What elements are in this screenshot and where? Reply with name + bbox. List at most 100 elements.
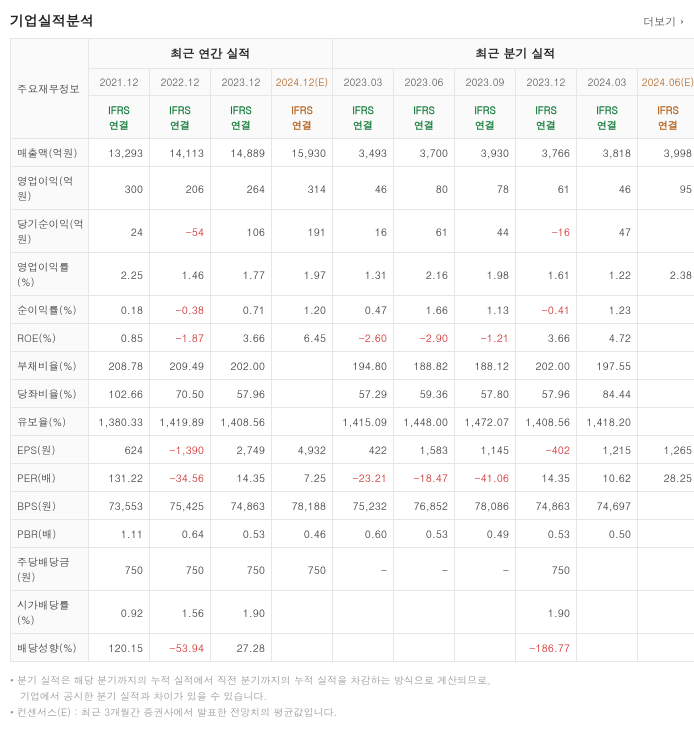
data-cell: [638, 296, 694, 324]
period-header: 2023.12: [516, 69, 577, 96]
period-header: 2022.12: [150, 69, 211, 96]
metric-label: 영업이익률(%): [11, 253, 89, 296]
data-cell: 78,188: [272, 492, 333, 520]
more-link[interactable]: 더보기: [643, 15, 684, 30]
data-cell: [272, 408, 333, 436]
data-cell: [638, 591, 694, 634]
data-cell: 1.90: [211, 591, 272, 634]
table-row: 주당배당금(원)750750750750---750: [11, 548, 694, 591]
note-line: 분기 실적은 해당 분기까지의 누적 실적에서 직전 분기까지의 누적 실적을 …: [10, 672, 684, 688]
data-cell: 0.46: [272, 520, 333, 548]
data-cell: 131.22: [89, 464, 150, 492]
data-cell: 1,215: [577, 436, 638, 464]
data-cell: 0.18: [89, 296, 150, 324]
period-header: 2023.09: [455, 69, 516, 96]
data-cell: 1.11: [89, 520, 150, 548]
period-header: 2023.03: [333, 69, 394, 96]
data-cell: 80: [394, 167, 455, 210]
data-cell: 0.53: [394, 520, 455, 548]
data-cell: 206: [150, 167, 211, 210]
data-cell: 750: [150, 548, 211, 591]
table-row: 매출액(억원)13,29314,11314,88915,9303,4933,70…: [11, 139, 694, 167]
table-row: 순이익률(%)0.18-0.380.711.200.471.661.13-0.4…: [11, 296, 694, 324]
data-cell: [272, 352, 333, 380]
row-label-header: 주요재무정보: [11, 39, 89, 139]
data-cell: 10.62: [577, 464, 638, 492]
data-cell: 0.71: [211, 296, 272, 324]
data-cell: 1.90: [516, 591, 577, 634]
data-cell: -0.41: [516, 296, 577, 324]
period-header: 2024.12(E): [272, 69, 333, 96]
data-cell: -23.21: [333, 464, 394, 492]
data-cell: 1.66: [394, 296, 455, 324]
data-cell: [455, 591, 516, 634]
ifrs-label: IFRS연결: [413, 103, 435, 132]
data-cell: 202.00: [211, 352, 272, 380]
data-cell: -1.21: [455, 324, 516, 352]
data-cell: 3,766: [516, 139, 577, 167]
data-cell: -16: [516, 210, 577, 253]
data-cell: 84.44: [577, 380, 638, 408]
table-row: ROE(%)0.85-1.873.666.45-2.60-2.90-1.213.…: [11, 324, 694, 352]
data-cell: 1,472.07: [455, 408, 516, 436]
ifrs-label: IFRS연결: [352, 103, 374, 132]
data-cell: 3,818: [577, 139, 638, 167]
data-cell: [638, 492, 694, 520]
data-cell: 57.96: [211, 380, 272, 408]
period-header: 2021.12: [89, 69, 150, 96]
period-header: 2023.12: [211, 69, 272, 96]
metric-label: 당기순이익(억원): [11, 210, 89, 253]
data-cell: 1.46: [150, 253, 211, 296]
metric-label: 부채비율(%): [11, 352, 89, 380]
metric-label: EPS(원): [11, 436, 89, 464]
data-cell: [272, 380, 333, 408]
data-cell: 0.49: [455, 520, 516, 548]
data-cell: 44: [455, 210, 516, 253]
data-cell: [638, 548, 694, 591]
data-cell: 3.66: [516, 324, 577, 352]
data-cell: 1,448.00: [394, 408, 455, 436]
period-header: 2024.06(E): [638, 69, 694, 96]
data-cell: -: [333, 548, 394, 591]
data-cell: -2.90: [394, 324, 455, 352]
data-cell: 78: [455, 167, 516, 210]
data-cell: 624: [89, 436, 150, 464]
data-cell: 1.98: [455, 253, 516, 296]
data-cell: 106: [211, 210, 272, 253]
data-cell: -34.56: [150, 464, 211, 492]
data-cell: -: [455, 548, 516, 591]
metric-label: 시가배당률(%): [11, 591, 89, 634]
data-cell: [638, 408, 694, 436]
data-cell: 3,930: [455, 139, 516, 167]
data-cell: 0.60: [333, 520, 394, 548]
data-cell: 314: [272, 167, 333, 210]
data-cell: 13,293: [89, 139, 150, 167]
data-cell: [577, 591, 638, 634]
data-cell: 1,583: [394, 436, 455, 464]
data-cell: 24: [89, 210, 150, 253]
data-cell: [638, 380, 694, 408]
data-cell: 209.49: [150, 352, 211, 380]
data-cell: 1,408.56: [211, 408, 272, 436]
data-cell: 7.25: [272, 464, 333, 492]
data-cell: 1,265: [638, 436, 694, 464]
data-cell: 4.72: [577, 324, 638, 352]
table-row: EPS(원)624-1,3902,7494,9324221,5831,145-4…: [11, 436, 694, 464]
data-cell: 2,749: [211, 436, 272, 464]
data-cell: 61: [394, 210, 455, 253]
data-cell: 14.35: [211, 464, 272, 492]
data-cell: 422: [333, 436, 394, 464]
data-cell: 1,415.09: [333, 408, 394, 436]
data-cell: [638, 520, 694, 548]
data-cell: 14,889: [211, 139, 272, 167]
data-cell: 202.00: [516, 352, 577, 380]
data-cell: 4,932: [272, 436, 333, 464]
data-cell: 2.16: [394, 253, 455, 296]
note-line: 기업에서 공시한 분기 실적과 차이가 있을 수 있습니다.: [10, 688, 684, 704]
data-cell: [638, 324, 694, 352]
data-cell: -41.06: [455, 464, 516, 492]
data-cell: -402: [516, 436, 577, 464]
period-header: 2023.06: [394, 69, 455, 96]
data-cell: -2.60: [333, 324, 394, 352]
data-cell: -0.38: [150, 296, 211, 324]
